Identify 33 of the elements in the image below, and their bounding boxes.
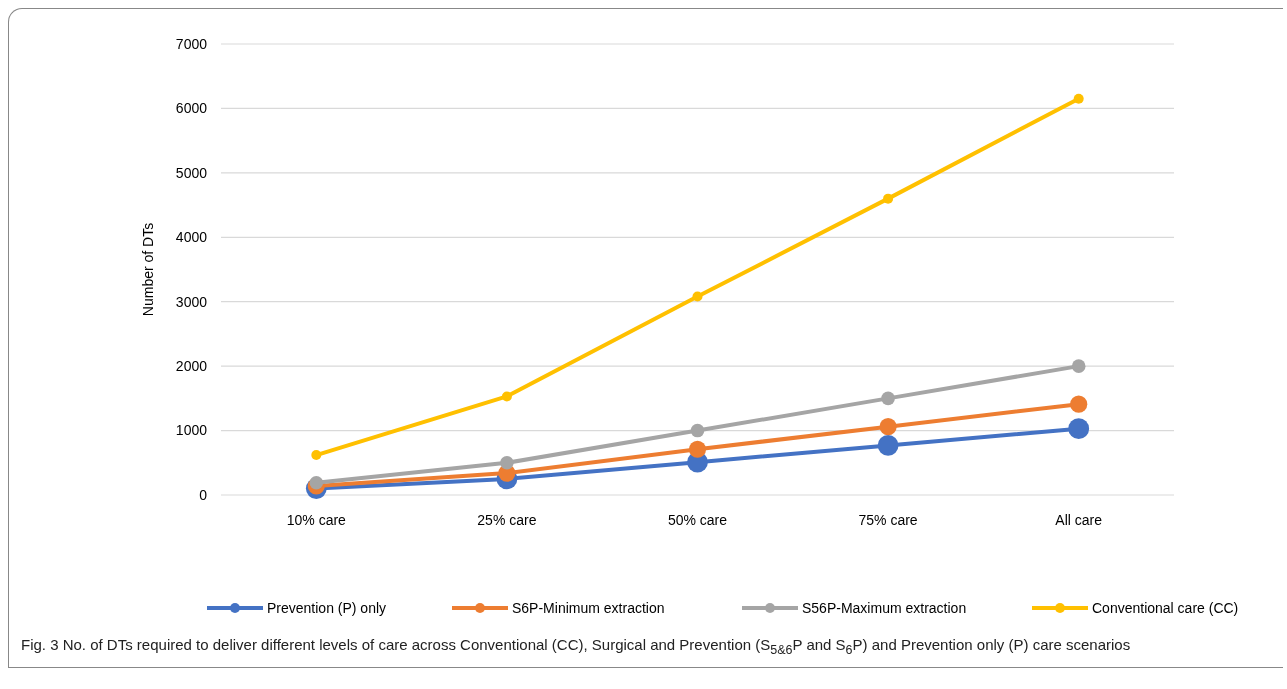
point: [500, 455, 514, 470]
point: [879, 418, 897, 436]
x-tick-label: 25% care: [477, 512, 537, 528]
point: [1071, 359, 1086, 373]
x-tick-label: 75% care: [858, 512, 918, 528]
caption: Fig. 3 No. of DTs required to deliver different levels of care across Conventional (CC), Surgical and Prevention (S$_{5&6}$P and S$_{6}$P) and Prevention only (P) care scenarios: [20, 635, 1132, 659]
y-tick-label: 0: [199, 486, 208, 503]
point: [883, 193, 894, 204]
legend-label: Prevention (P) only: [267, 599, 387, 616]
point: [881, 391, 895, 406]
point: [692, 291, 703, 302]
y-tick-label: 6000: [175, 100, 208, 117]
legend-label: S56P-Maximum extraction: [802, 599, 967, 616]
point: [688, 440, 707, 458]
y-tick-label: 7000: [175, 35, 208, 52]
point: [1070, 395, 1088, 413]
y-tick-label: 1000: [175, 422, 208, 439]
legend-label: S6P-Minimum extraction: [512, 599, 665, 616]
point: [501, 391, 512, 402]
x-tick-label: 50% care: [667, 512, 728, 528]
point: [1068, 418, 1090, 440]
y-tick-label: 3000: [175, 293, 208, 310]
y-tick-label: 2000: [175, 358, 208, 375]
point: [311, 450, 322, 461]
y-tick-label: 4000: [175, 229, 208, 246]
point: [690, 423, 705, 438]
x-tick-label: All care: [1055, 512, 1103, 528]
legend-label: Conventional care (CC): [1092, 599, 1239, 616]
point: [1073, 93, 1084, 104]
y-tick-label: 5000: [175, 164, 208, 181]
point: [877, 434, 899, 456]
x-tick-label: 10% care: [286, 512, 347, 528]
y-axis-title: Number of DTs: [140, 222, 156, 317]
